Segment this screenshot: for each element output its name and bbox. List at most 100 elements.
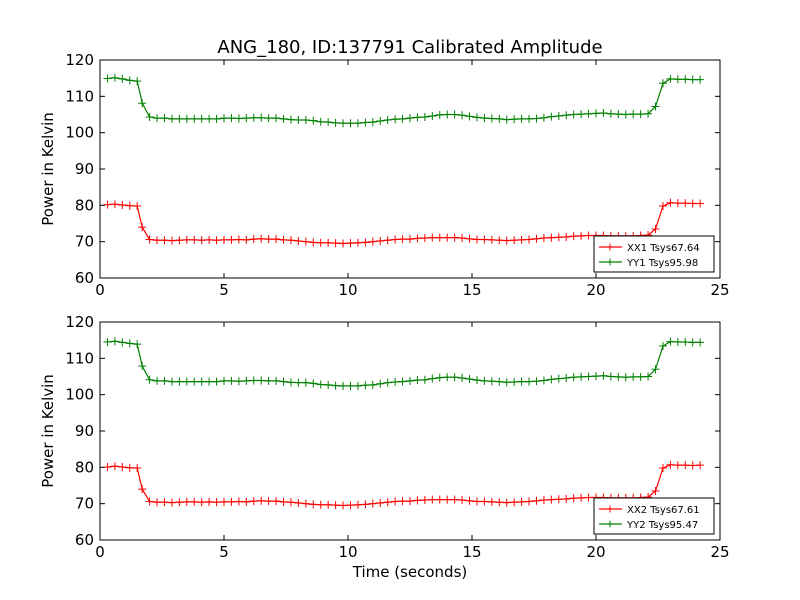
data-point-marker	[420, 234, 429, 243]
data-point-marker	[584, 372, 593, 381]
data-point-marker	[435, 110, 444, 119]
data-point-marker	[182, 114, 191, 123]
data-point-marker	[681, 461, 690, 470]
data-point-marker	[368, 499, 377, 508]
x-tick-label: 10	[338, 281, 357, 299]
data-point-marker	[525, 497, 534, 506]
data-point-marker	[673, 461, 682, 470]
data-point-marker	[458, 111, 467, 120]
data-point-marker	[532, 496, 541, 505]
data-point-marker	[398, 114, 407, 123]
x-tick-label: 25	[710, 543, 729, 561]
data-point-marker	[673, 337, 682, 346]
data-point-marker	[673, 199, 682, 208]
data-point-marker	[353, 381, 362, 390]
data-point-marker	[539, 234, 548, 243]
data-point-marker	[629, 110, 638, 119]
data-point-marker	[125, 463, 134, 472]
data-point-marker	[525, 235, 534, 244]
data-point-marker	[696, 461, 705, 470]
x-tick-label: 5	[219, 281, 229, 299]
data-point-marker	[658, 202, 667, 211]
chart-panel: 0 5 10 15 20 25 60 70 80 90 100 110 120 Power in Kelv…	[39, 51, 730, 299]
data-point-marker	[525, 114, 534, 123]
data-point-marker	[212, 236, 221, 245]
data-point-marker	[361, 238, 370, 247]
data-point-marker	[138, 223, 147, 232]
data-point-marker	[190, 235, 199, 244]
legend-marker	[606, 258, 614, 266]
data-point-marker	[138, 99, 147, 108]
legend-marker	[606, 505, 614, 513]
data-point-marker	[103, 200, 112, 209]
data-point-marker	[376, 498, 385, 507]
data-point-marker	[118, 74, 127, 83]
data-point-marker	[346, 501, 355, 510]
data-point-marker	[339, 239, 348, 248]
data-point-marker	[205, 235, 214, 244]
data-point-marker	[212, 114, 221, 123]
data-point-marker	[175, 236, 184, 245]
data-point-marker	[205, 497, 214, 506]
data-point-marker	[510, 498, 519, 507]
data-point-marker	[145, 235, 154, 244]
data-point-marker	[118, 200, 127, 209]
data-point-marker	[577, 372, 586, 381]
data-point-marker	[614, 372, 623, 381]
data-point-marker	[472, 497, 481, 506]
data-point-marker	[636, 372, 645, 381]
legend-label: YY2 Tsys95.47	[626, 520, 698, 531]
data-point-marker	[443, 233, 452, 242]
data-point-marker	[592, 109, 600, 118]
data-point-marker	[406, 376, 414, 385]
data-point-marker	[197, 114, 206, 123]
data-point-marker	[606, 372, 615, 381]
data-point-marker	[339, 381, 348, 390]
data-point-marker	[443, 373, 452, 382]
x-tick-label: 15	[462, 543, 481, 561]
data-point-marker	[110, 200, 119, 209]
data-point-marker	[160, 236, 169, 245]
data-point-marker	[391, 235, 400, 244]
series-yy1	[103, 73, 705, 128]
data-point-marker	[465, 375, 474, 384]
data-point-marker	[658, 464, 667, 473]
data-point-marker	[331, 239, 340, 248]
legend-box	[593, 497, 715, 535]
y-tick-label: 90	[75, 160, 94, 178]
data-point-marker	[495, 377, 504, 386]
data-point-marker	[301, 115, 310, 124]
data-point-marker	[406, 114, 414, 123]
data-point-marker	[688, 75, 697, 84]
data-point-marker	[227, 497, 236, 506]
data-point-marker	[145, 375, 154, 384]
y-tick-label: 120	[65, 313, 94, 331]
data-point-marker	[428, 233, 437, 242]
data-point-marker	[584, 231, 593, 240]
data-point-marker	[539, 376, 548, 385]
data-point-marker	[175, 498, 184, 507]
legend-marker	[606, 520, 614, 528]
data-point-marker	[391, 377, 400, 386]
legend-marker	[606, 243, 614, 251]
chart-title: ANG_180, ID:137791 Calibrated Amplitude	[217, 37, 602, 58]
y-tick-label: 80	[75, 196, 94, 214]
data-point-marker	[584, 109, 593, 118]
data-point-marker	[190, 114, 199, 123]
data-point-marker	[495, 114, 504, 123]
data-point-marker	[376, 236, 385, 245]
data-point-marker	[398, 235, 407, 244]
data-point-marker	[673, 75, 682, 84]
data-point-marker	[309, 379, 318, 388]
data-point-marker	[331, 501, 340, 510]
data-point-marker	[666, 337, 675, 346]
data-point-marker	[569, 232, 578, 241]
y-tick-label: 100	[65, 386, 94, 404]
data-point-marker	[517, 235, 526, 244]
data-point-marker	[234, 497, 243, 506]
data-point-marker	[125, 76, 134, 85]
x-tick-label: 15	[462, 281, 481, 299]
x-tick-label: 0	[95, 281, 105, 299]
data-point-marker	[110, 73, 119, 82]
data-point-marker	[197, 236, 206, 245]
